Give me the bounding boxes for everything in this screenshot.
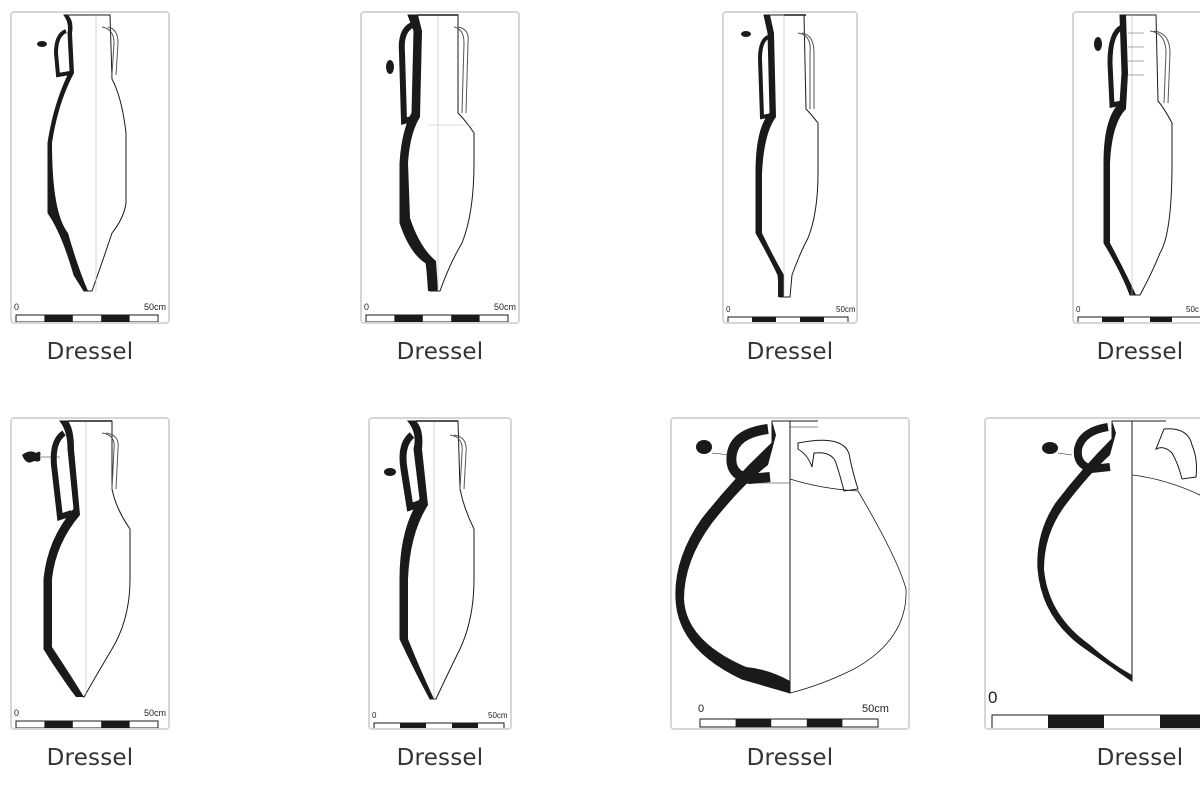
scale-end-label: 50cm: [494, 302, 517, 312]
gallery-item-3[interactable]: 0 50cm Dressel: [722, 11, 858, 371]
gallery-item-7[interactable]: 0 50cm Dressel: [670, 417, 910, 777]
amphora-profile-icon: [727, 14, 849, 322]
item-caption: Dressel: [1096, 745, 1184, 771]
scale-start-label: 0: [372, 711, 377, 720]
amphora-profile-icon: [365, 14, 509, 322]
item-caption: Dressel: [746, 339, 834, 365]
item-caption: Dressel: [746, 745, 834, 771]
amphora-profile-icon: [991, 420, 1200, 728]
scale-end-label: 50cm: [488, 711, 508, 720]
scale-start-label: 0: [364, 302, 370, 312]
amphora-profile-icon: [1077, 14, 1200, 322]
gallery-item-2[interactable]: 0 50cm Dressel: [360, 11, 520, 371]
amphora-drawing-2[interactable]: 0 50cm: [360, 11, 520, 324]
item-caption: Dressel: [396, 339, 484, 365]
amphora-profile-icon: [373, 420, 505, 728]
gallery-item-1[interactable]: 0 50cm Dressel: [10, 11, 170, 371]
scale-start-label: 0: [726, 305, 731, 314]
item-caption: Dressel: [46, 745, 134, 771]
amphora-drawing-7[interactable]: 0 50cm: [670, 417, 910, 730]
amphora-drawing-5[interactable]: 0 50cm: [10, 417, 170, 730]
scale-start-label: 0: [14, 708, 20, 718]
gallery-item-4[interactable]: 0 50c Dressel: [1072, 11, 1200, 371]
amphora-drawing-3[interactable]: 0 50cm: [722, 11, 858, 324]
gallery-item-8[interactable]: 0 Dressel: [984, 417, 1200, 777]
amphora-profile-icon: [15, 420, 159, 728]
amphora-drawing-6[interactable]: 0 50cm: [368, 417, 512, 730]
item-caption: Dressel: [46, 339, 134, 365]
scale-start-label: 0: [1076, 305, 1081, 314]
scale-end-label: 50cm: [144, 302, 167, 312]
gallery-item-5[interactable]: 0 50cm Dressel: [10, 417, 170, 777]
scale-end-label: 50cm: [862, 703, 889, 715]
scale-end-label: 50cm: [144, 708, 167, 718]
amphora-drawing-1[interactable]: 0 50cm: [10, 11, 170, 324]
amphora-profile-icon: [675, 420, 907, 728]
scale-end-label: 50cm: [836, 305, 856, 314]
scale-start-label: 0: [14, 302, 20, 312]
scale-end-label: 50c: [1186, 305, 1199, 314]
amphora-drawing-4[interactable]: 0 50c: [1072, 11, 1200, 324]
amphora-profile-icon: [15, 14, 159, 322]
amphora-drawing-8[interactable]: 0: [984, 417, 1200, 730]
scale-start-label: 0: [698, 703, 705, 715]
scale-start-label: 0: [988, 688, 998, 707]
gallery-item-6[interactable]: 0 50cm Dressel: [368, 417, 512, 777]
item-caption: Dressel: [1096, 339, 1184, 365]
item-caption: Dressel: [396, 745, 484, 771]
